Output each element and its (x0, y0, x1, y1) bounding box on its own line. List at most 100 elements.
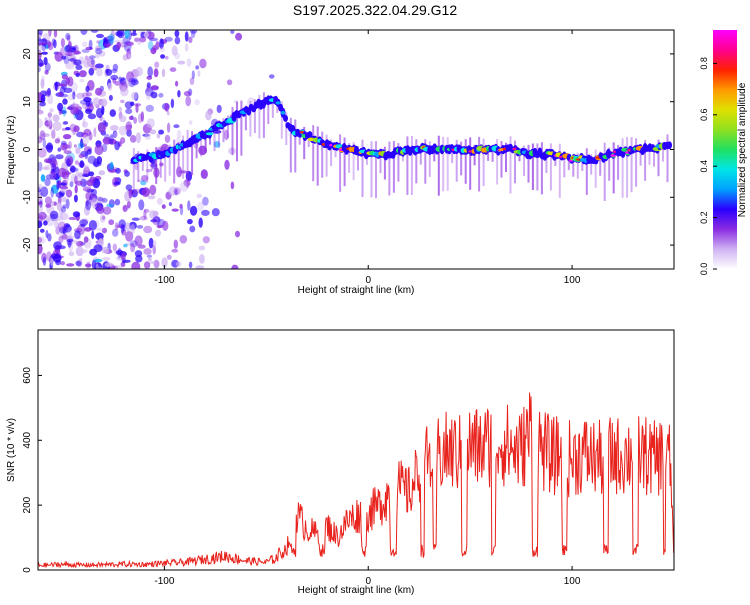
heatmap-cell (139, 215, 148, 221)
heatmap-cell (51, 163, 57, 173)
heatmap-cell (74, 184, 78, 194)
heatmap-cell (156, 197, 163, 205)
heatmap-cell (41, 42, 46, 52)
heatmap-cell (126, 200, 131, 209)
heatmap-cell (106, 203, 114, 208)
heatmap-cell (110, 74, 119, 81)
heatmap-cell (75, 64, 83, 71)
heatmap-cell (88, 39, 93, 50)
heatmap-cell (38, 118, 43, 129)
heatmap-cell (83, 204, 91, 216)
heatmap-cell (262, 92, 265, 138)
heatmap-cell (174, 30, 180, 38)
heatmap-cell (148, 237, 154, 249)
heatmap-cell (164, 145, 167, 182)
heatmap-cell (38, 109, 44, 115)
heatmap-cell (50, 168, 56, 175)
heatmap-cell (122, 224, 126, 232)
heatmap-cell (419, 145, 422, 165)
heatmap-cell (138, 113, 143, 124)
heatmap-cell (65, 44, 72, 53)
heatmap-cell (410, 135, 413, 195)
heatmap-cell (57, 147, 62, 152)
heatmap-cell (143, 225, 153, 234)
colorbar-bar (713, 30, 737, 269)
heatmap-cell (144, 132, 151, 140)
heatmap-cell (500, 141, 503, 178)
heatmap-cell (103, 43, 111, 48)
heatmap-cell (164, 134, 171, 143)
heatmap-cell (253, 99, 256, 134)
snr-xlabel: Height of straight line (km) (298, 585, 415, 596)
heatmap-cell (130, 79, 139, 86)
heatmap-cell (189, 205, 198, 216)
heatmap-cell (146, 82, 151, 88)
heatmap-cell (183, 179, 191, 187)
heatmap-cell (657, 139, 660, 177)
heatmap-cell (102, 120, 107, 125)
heatmap-cell (348, 142, 351, 173)
heatmap-cell (94, 144, 104, 156)
heatmap-cell (540, 142, 543, 195)
heatmap-cell (133, 116, 138, 124)
heatmap-cell (65, 127, 71, 131)
heatmap-cell (155, 41, 160, 50)
snr-y-tick-label: 400 (22, 431, 33, 448)
heatmap-cell (662, 142, 664, 162)
heatmap-cell (164, 36, 173, 42)
heatmap-cell (141, 153, 144, 171)
heatmap-cell (200, 169, 208, 180)
heatmap-cell (195, 265, 205, 269)
heatmap-cell (134, 235, 143, 246)
heatmap-cell (122, 205, 128, 212)
heatmap-cell (95, 63, 104, 69)
heatmap-cell (93, 127, 97, 138)
heatmap-cell (73, 144, 77, 148)
heatmap-cell (280, 101, 283, 139)
heatmap-cell (108, 138, 117, 145)
heatmap-cell (177, 90, 181, 98)
snr-x-ticks: -100 0 100 (154, 566, 581, 587)
heatmap-cell (87, 148, 92, 155)
heatmap-cell (460, 141, 463, 176)
heatmap-cell (179, 181, 189, 192)
heatmap-cell (145, 104, 154, 112)
heatmap-cell (667, 141, 672, 150)
heatmap-cell (40, 174, 46, 182)
heatmap-xlabel: Height of straight line (km) (298, 285, 415, 296)
heatmap-cell (496, 139, 499, 185)
heatmap-cell (227, 115, 229, 139)
heatmap-cell (135, 132, 141, 144)
heatmap-cell (76, 240, 84, 247)
heatmap-cell (125, 222, 131, 232)
heatmap-cell (202, 236, 210, 244)
heatmap-cell (135, 254, 143, 263)
heatmap-cell (415, 139, 418, 184)
heatmap-cell (143, 208, 150, 213)
heatmap-cell (109, 134, 114, 145)
heatmap-cell (168, 202, 172, 207)
heatmap-cell (558, 143, 561, 198)
heatmap-cell (149, 129, 157, 135)
snr-ylabel: SNR (10 * v/v) (6, 418, 17, 482)
heatmap-cell (120, 86, 129, 97)
heatmap-cell (194, 99, 200, 106)
heatmap-cell (38, 42, 47, 46)
heatmap-cell (44, 196, 52, 205)
heatmap-cell (644, 140, 647, 181)
heatmap-cell (88, 67, 95, 76)
heatmap-cell (523, 145, 525, 176)
heatmap-cell (60, 261, 65, 266)
heatmap-cell (594, 149, 597, 188)
heatmap-cell (608, 147, 611, 181)
heatmap-cell (83, 58, 91, 68)
heatmap-cell (231, 264, 239, 269)
heatmap-cell (77, 142, 84, 149)
heatmap-cell (74, 230, 81, 240)
heatmap-cell (112, 228, 119, 237)
heatmap-cell (95, 87, 103, 96)
heatmap-cell (45, 159, 52, 164)
heatmap-cell (60, 140, 67, 146)
heatmap-cell (80, 138, 84, 149)
heatmap-cell (179, 235, 188, 244)
